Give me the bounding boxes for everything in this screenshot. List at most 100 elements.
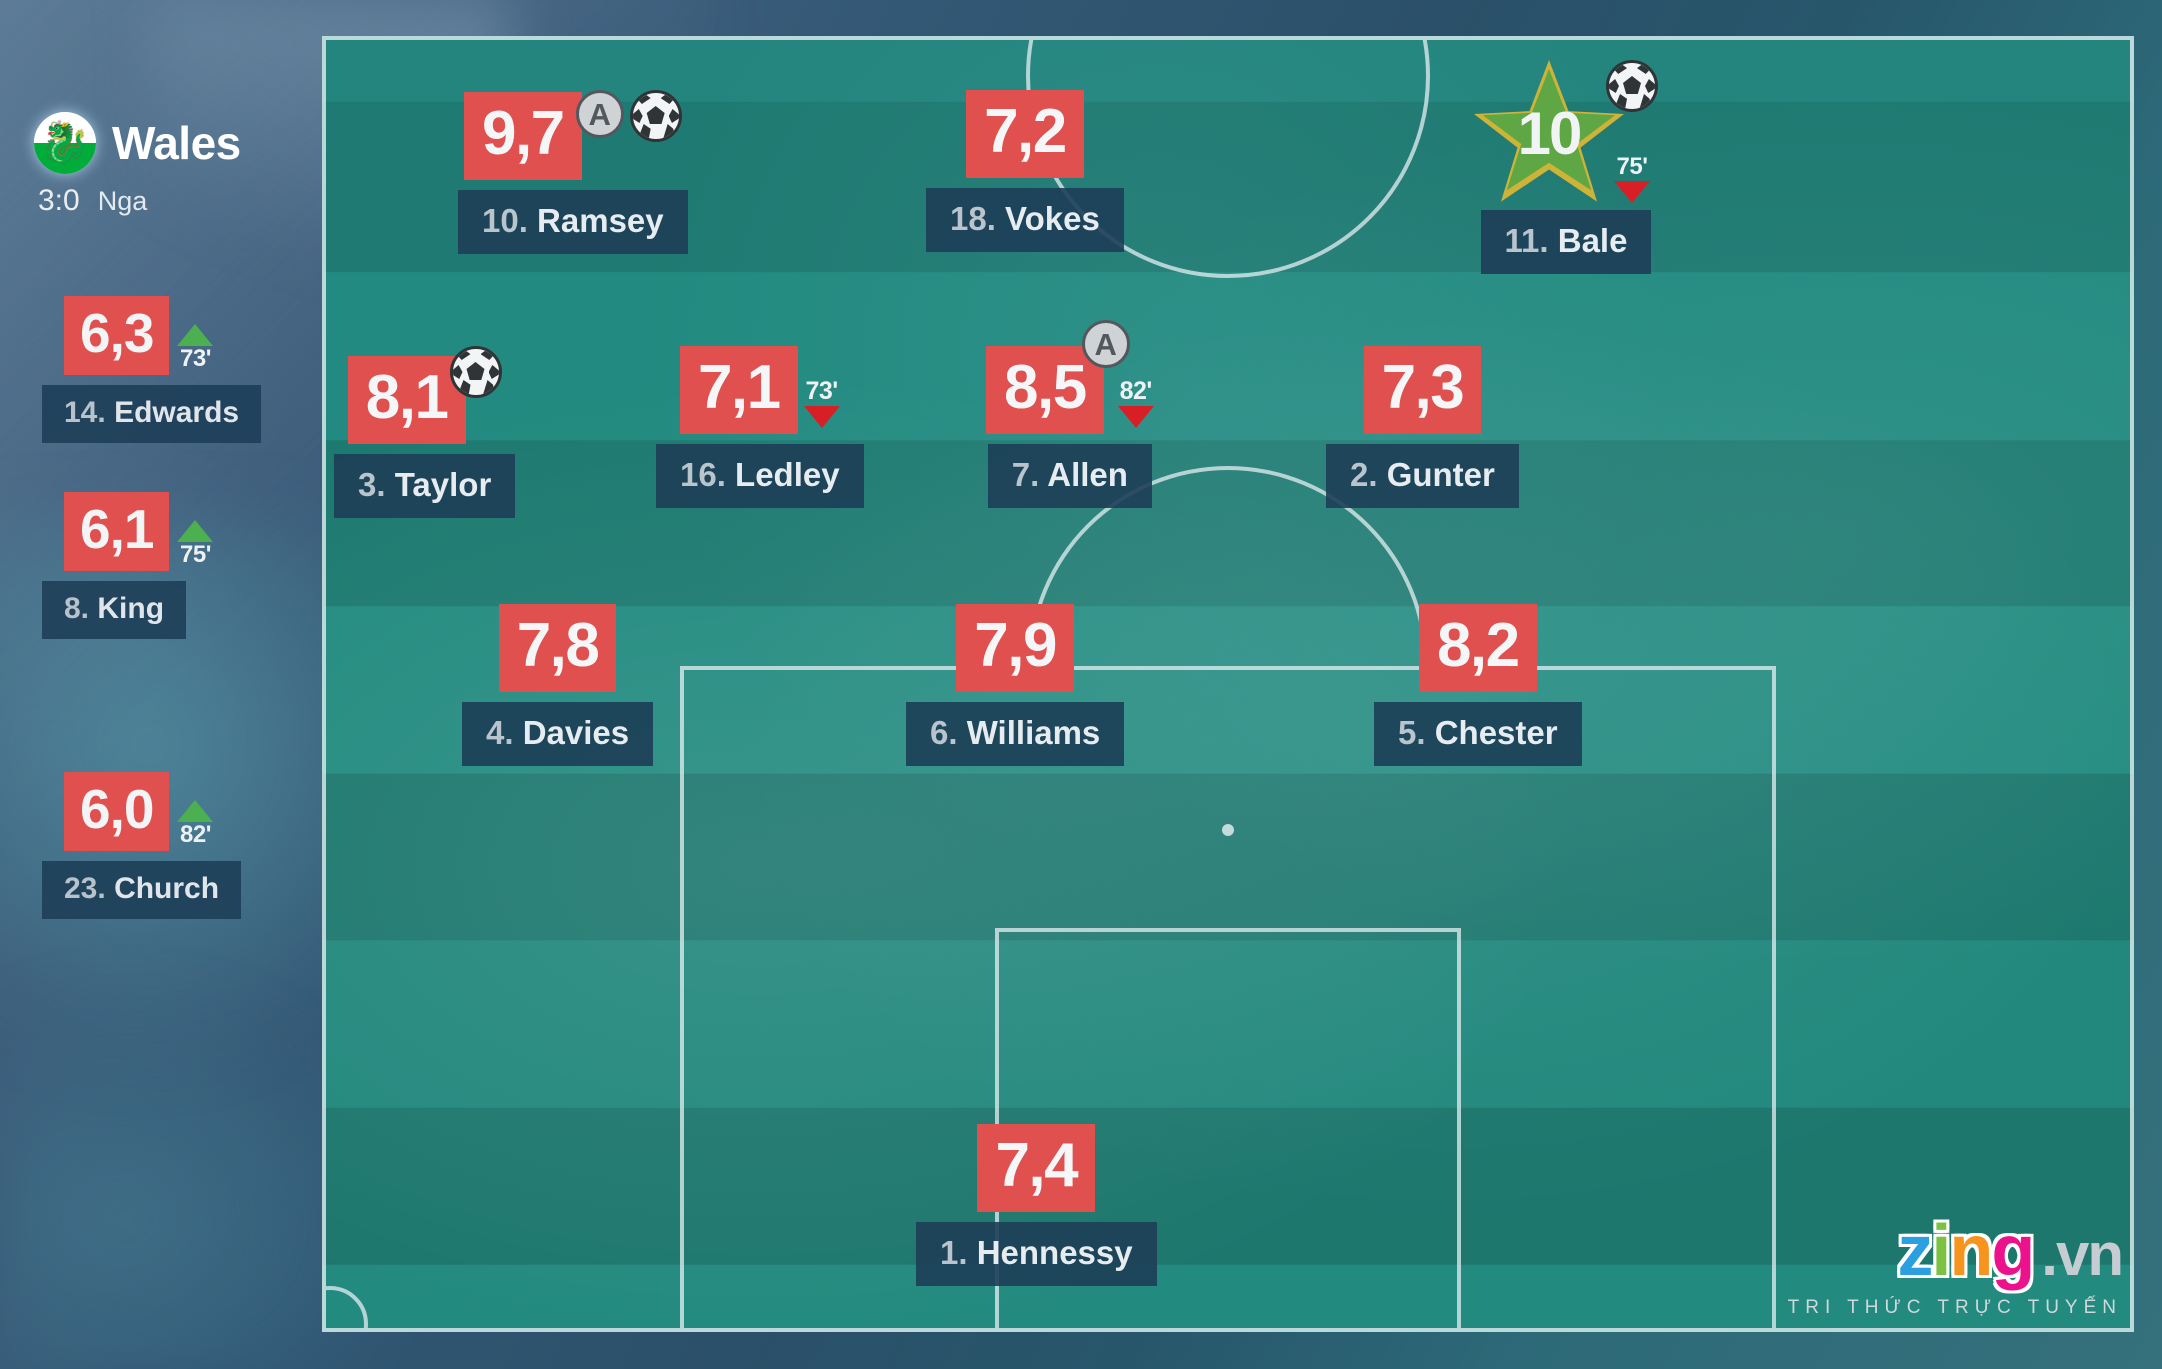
team-header: 🐉 Wales 3:0 Nga [34, 112, 241, 216]
player-marker-bale[interactable]: 10 75' 11. Bale [1474, 60, 1658, 274]
player-name-plate: 5. Chester [1374, 702, 1582, 766]
player-name-plate: 4. Davies [462, 702, 654, 766]
player-number: 3. [358, 466, 386, 503]
logo-letter-i: i [1931, 1211, 1951, 1291]
player-number: 14. [64, 396, 106, 429]
player-name: Williams [966, 714, 1101, 751]
rating-badge: 6,3 [64, 296, 170, 375]
rating-row: 7,4 [977, 1124, 1096, 1212]
rating-row: 10 75' [1474, 60, 1658, 206]
rating-badge: 8,5 [986, 346, 1104, 434]
player-marker-williams[interactable]: 7,9 6. Williams [906, 604, 1125, 766]
player-name-plate: 2. Gunter [1326, 444, 1519, 508]
score-row: 3:0 Nga [34, 186, 241, 216]
player-marker-ramsey[interactable]: 9,7 A 10. Ramsey [458, 90, 688, 254]
list-item[interactable]: 6,1 75' 8. King [42, 492, 214, 639]
player-number: 7. [1011, 456, 1040, 493]
list-item[interactable]: 6,3 73' 14. Edwards [42, 296, 262, 443]
player-name: Davies [522, 714, 630, 751]
sub-minute: 75' [1616, 153, 1648, 180]
sub-on-event: 82' [177, 799, 214, 851]
goal-ball-icon [449, 346, 502, 398]
score-value: 3:0 [38, 184, 80, 217]
rating-row: 7,8 [498, 604, 617, 692]
sub-minute: 82' [180, 820, 211, 848]
assist-icon: A [575, 90, 624, 138]
player-number: 5. [1398, 714, 1426, 751]
team-name: Wales [112, 117, 241, 169]
sub-minute: 82' [1119, 376, 1153, 405]
arrow-down-icon [1614, 181, 1650, 204]
player-number: 16. [680, 456, 726, 493]
opponent-name: Nga [97, 186, 148, 216]
rating-badge: 8,1 [347, 356, 466, 444]
player-number: 11. [1504, 222, 1549, 259]
player-marker-davies[interactable]: 7,8 4. Davies [462, 604, 654, 766]
player-marker-gunter[interactable]: 7,3 2. Gunter [1326, 346, 1519, 508]
zing-wordmark: z i n g .vn [1788, 1211, 2124, 1291]
zing-tagline: TRI THỨC TRỰC TUYẾN [1787, 1297, 2122, 1318]
player-name: Edwards [114, 396, 240, 429]
rating-badge: 7,3 [1363, 346, 1482, 434]
crest-dragon-glyph: 🐉 [40, 121, 90, 165]
player-name-plate: 23. Church [42, 861, 242, 919]
player-number: 2. [1350, 456, 1378, 493]
rating-row: 7,2 [966, 90, 1084, 178]
player-number: 1. [940, 1234, 968, 1271]
player-number: 6. [930, 714, 958, 751]
player-name-plate: 10. Ramsey [458, 190, 688, 254]
player-name-plate: 18. Vokes [926, 188, 1124, 252]
player-name-plate: 3. Taylor [334, 454, 516, 518]
player-name: Taylor [394, 466, 492, 503]
player-marker-chester[interactable]: 8,2 5. Chester [1374, 604, 1582, 766]
player-number: 23. [64, 872, 106, 905]
player-number: 18. [950, 200, 996, 237]
rating-row: 7,3 [1363, 346, 1482, 434]
player-name-plate: 8. King [42, 581, 187, 639]
team-row: 🐉 Wales [34, 112, 241, 174]
rating-badge: 6,1 [64, 492, 170, 571]
player-number: 8. [64, 592, 90, 625]
list-item[interactable]: 6,0 82' 23. Church [42, 772, 242, 919]
player-name-plate: 6. Williams [906, 702, 1125, 766]
pitch: 9,7 A 10. Ramsey 7,2 [322, 36, 2134, 1332]
sub-rating-row: 6,3 73' [42, 296, 214, 375]
sub-minute: 73' [180, 344, 211, 372]
player-marker-ledley[interactable]: 7,1 73' 16. Ledley [656, 346, 864, 508]
rating-badge: 7,8 [498, 604, 617, 692]
rating-row: 8,5 A 82' [986, 320, 1154, 434]
goal-ball-icon [629, 90, 682, 142]
assist-icon: A [1081, 320, 1130, 368]
rating-row: 9,7 A [463, 90, 682, 180]
player-marker-hennessy[interactable]: 7,4 1. Hennessy [916, 1124, 1157, 1286]
penalty-box [680, 666, 1776, 1328]
rating-badge: 7,9 [956, 604, 1074, 692]
event-icons: A [575, 90, 682, 142]
sub-off-event: 82' [1117, 376, 1154, 434]
wales-dragon-flag-icon: 🐉 [34, 112, 96, 174]
player-marker-vokes[interactable]: 7,2 18. Vokes [926, 90, 1124, 252]
sub-on-event: 73' [177, 323, 214, 375]
rating-badge: 8,2 [1418, 604, 1537, 692]
sub-minute: 73' [805, 376, 839, 405]
logo-tld: .vn [2041, 1221, 2124, 1288]
event-icons [449, 346, 502, 398]
rating-badge: 7,4 [977, 1124, 1096, 1212]
rating-badge: 9,7 [463, 92, 582, 180]
sub-minute: 75' [180, 540, 211, 568]
player-name: Church [114, 872, 220, 905]
player-number: 4. [486, 714, 514, 751]
goal-ball-icon [1606, 60, 1658, 112]
sub-off-event: 75' [1614, 153, 1650, 204]
player-marker-taylor[interactable]: 8,1 3. Taylor [334, 346, 516, 518]
player-name: Ramsey [537, 202, 664, 239]
sub-rating-row: 6,1 75' [42, 492, 214, 571]
rating-badge: 10 [1517, 100, 1583, 168]
player-number: 10. [482, 202, 528, 239]
corner-arc [326, 1286, 368, 1328]
event-icons: 75' [1606, 60, 1658, 204]
sub-rating-row: 6,0 82' [42, 772, 214, 851]
crest-green-band [34, 143, 96, 174]
player-name: Vokes [1005, 200, 1100, 237]
player-marker-allen[interactable]: 8,5 A 82' 7. Allen [986, 320, 1154, 508]
